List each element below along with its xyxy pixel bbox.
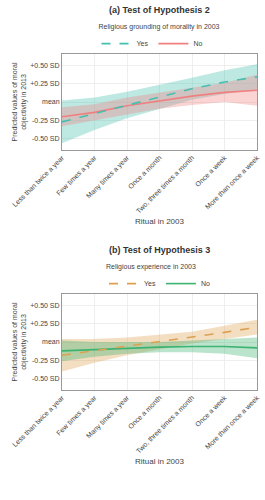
svg-text:Once a month: Once a month bbox=[127, 394, 163, 430]
svg-text:Ritual in 2003: Ritual in 2003 bbox=[135, 217, 184, 226]
svg-text:Less than twice a year: Less than twice a year bbox=[11, 394, 66, 449]
svg-text:mean: mean bbox=[42, 338, 60, 345]
svg-text:-0.25 SD: -0.25 SD bbox=[32, 117, 60, 124]
svg-text:Few times a year: Few times a year bbox=[55, 154, 99, 198]
svg-text:More than once a week: More than once a week bbox=[204, 154, 261, 211]
svg-text:Once a week: Once a week bbox=[194, 394, 228, 428]
svg-text:Less than twice a year: Less than twice a year bbox=[11, 154, 66, 209]
svg-text:More than once a week: More than once a week bbox=[204, 394, 261, 451]
svg-text:(b) Test of Hypothesis 3: (b) Test of Hypothesis 3 bbox=[109, 245, 210, 255]
svg-text:Religious experience in 2003: Religious experience in 2003 bbox=[106, 263, 196, 271]
svg-text:mean: mean bbox=[42, 98, 60, 105]
svg-text:+0.50 SD: +0.50 SD bbox=[30, 302, 59, 309]
svg-text:-0.25 SD: -0.25 SD bbox=[32, 357, 60, 364]
svg-text:No: No bbox=[193, 40, 202, 47]
svg-text:Many times a year: Many times a year bbox=[85, 154, 132, 201]
svg-text:Ritual in 2003: Ritual in 2003 bbox=[135, 457, 184, 466]
svg-text:Yes: Yes bbox=[137, 40, 149, 47]
svg-text:Two, three times a month: Two, three times a month bbox=[135, 154, 196, 215]
svg-text:Religious grounding of moralit: Religious grounding of morality in 2003 bbox=[99, 23, 220, 31]
svg-text:Once a week: Once a week bbox=[194, 154, 228, 188]
svg-text:Many times a year: Many times a year bbox=[85, 394, 132, 441]
svg-text:Once a month: Once a month bbox=[127, 154, 163, 190]
svg-text:-0.50 SD: -0.50 SD bbox=[32, 375, 60, 382]
svg-text:+0.50 SD: +0.50 SD bbox=[30, 62, 59, 69]
svg-text:Yes: Yes bbox=[144, 280, 156, 287]
svg-text:(a) Test of Hypothesis 2: (a) Test of Hypothesis 2 bbox=[109, 5, 210, 15]
svg-text:No: No bbox=[201, 280, 210, 287]
svg-text:+0.25 SD: +0.25 SD bbox=[30, 80, 59, 87]
svg-text:Predicted values of moralobjec: Predicted values of moralobjectivity in … bbox=[11, 302, 28, 381]
svg-text:-0.50 SD: -0.50 SD bbox=[32, 135, 60, 142]
svg-text:+0.25 SD: +0.25 SD bbox=[30, 320, 59, 327]
svg-text:Few times a year: Few times a year bbox=[55, 394, 99, 438]
svg-text:Predicted values of moralobjec: Predicted values of moralobjectivity in … bbox=[11, 62, 28, 141]
svg-text:Two, three times a month: Two, three times a month bbox=[135, 394, 196, 455]
